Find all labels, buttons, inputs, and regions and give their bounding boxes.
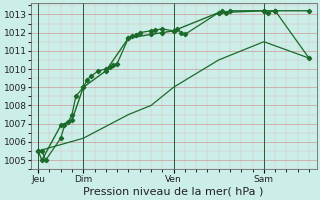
X-axis label: Pression niveau de la mer( hPa ): Pression niveau de la mer( hPa ) (84, 187, 264, 197)
